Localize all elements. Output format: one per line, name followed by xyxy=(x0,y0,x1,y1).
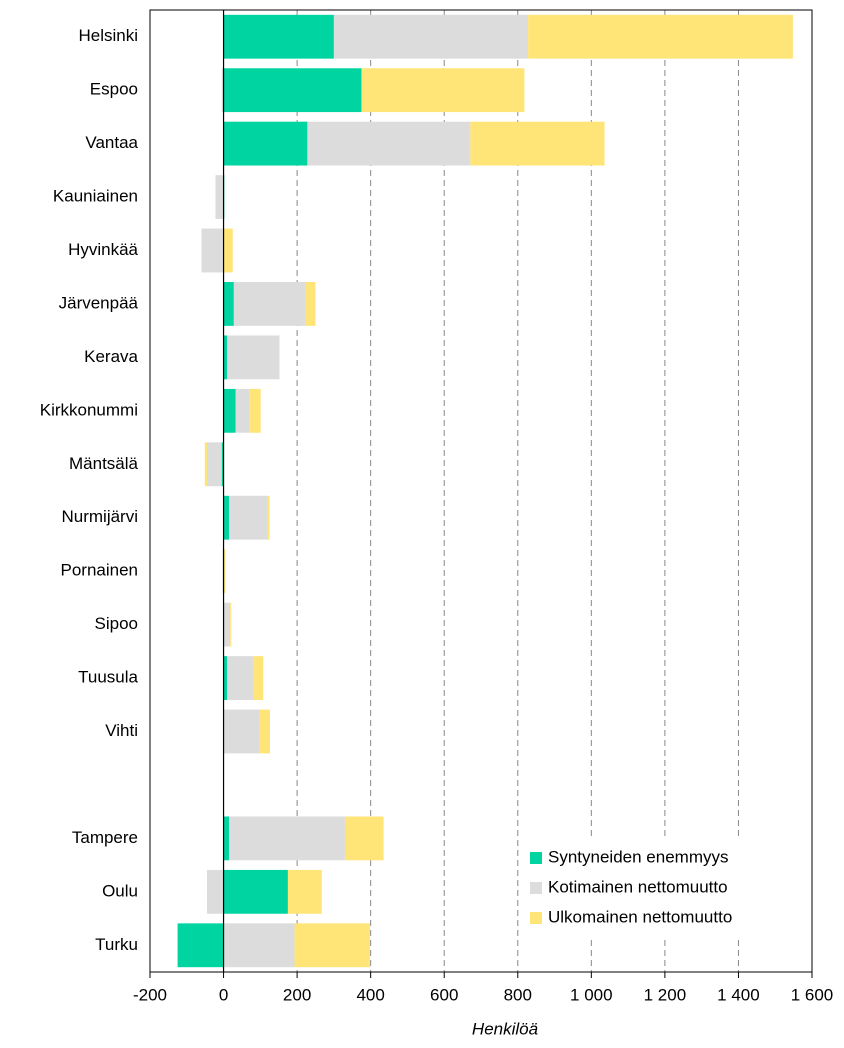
bar xyxy=(361,68,525,113)
bar xyxy=(470,121,605,166)
x-tick-label: 1 200 xyxy=(644,985,687,1004)
bar xyxy=(249,388,261,433)
x-axis-label: Henkilöä xyxy=(472,1019,538,1038)
legend-label: Ulkomainen nettomuutto xyxy=(548,907,732,926)
bar xyxy=(233,282,306,326)
bar xyxy=(235,388,250,433)
bar xyxy=(223,923,295,968)
y-tick-label: Mäntsälä xyxy=(69,454,139,473)
bar xyxy=(223,121,308,166)
bar xyxy=(223,68,362,113)
bar xyxy=(223,656,228,700)
bar xyxy=(204,442,208,487)
bar xyxy=(201,228,224,273)
bar xyxy=(215,175,224,219)
bar xyxy=(223,495,230,540)
bar xyxy=(223,14,334,59)
bar xyxy=(177,923,224,968)
y-tick-label: Vantaa xyxy=(85,133,138,152)
bar xyxy=(223,228,233,273)
y-tick-label: Kerava xyxy=(84,347,138,366)
bar xyxy=(230,602,232,647)
y-tick-label: Hyvinkää xyxy=(68,240,138,259)
y-tick-label: Turku xyxy=(95,935,138,954)
x-tick-label: 1 000 xyxy=(570,985,613,1004)
legend-swatch xyxy=(530,912,542,924)
bar xyxy=(227,335,280,380)
bar xyxy=(294,923,370,968)
x-tick-label: 1 400 xyxy=(717,985,760,1004)
bar xyxy=(227,656,253,700)
y-tick-label: Järvenpää xyxy=(59,293,139,312)
y-tick-label: Pornainen xyxy=(60,561,138,580)
legend-label: Kotimainen nettomuutto xyxy=(548,877,728,896)
bar xyxy=(229,816,345,861)
legend-swatch xyxy=(530,852,542,864)
x-tick-label: 0 xyxy=(219,985,228,1004)
bar xyxy=(307,121,471,166)
x-tick-label: 200 xyxy=(283,985,311,1004)
bar xyxy=(223,709,260,754)
bar xyxy=(223,388,236,433)
y-tick-label: Espoo xyxy=(90,80,138,99)
y-tick-label: Kirkkonummi xyxy=(40,400,138,419)
bar xyxy=(305,282,316,326)
y-tick-label: Kauniainen xyxy=(53,187,138,206)
legend-label: Syntyneiden enemmyys xyxy=(548,847,728,866)
plot-frame xyxy=(149,9,813,973)
bar xyxy=(528,14,793,59)
bar xyxy=(207,442,222,487)
bar xyxy=(223,602,231,647)
bar xyxy=(223,816,230,861)
x-tick-label: 600 xyxy=(430,985,458,1004)
bar xyxy=(259,709,270,754)
legend-box xyxy=(522,840,810,940)
bar xyxy=(252,656,264,700)
y-tick-label: Oulu xyxy=(102,881,138,900)
legend-swatch xyxy=(530,882,542,894)
bar xyxy=(223,549,226,594)
y-tick-label: Tuusula xyxy=(78,668,138,687)
bar xyxy=(221,68,224,113)
bar xyxy=(223,335,228,380)
y-tick-label: Nurmijärvi xyxy=(62,507,139,526)
bar xyxy=(333,14,529,59)
bar xyxy=(223,869,288,914)
bar xyxy=(267,495,270,540)
y-tick-label: Tampere xyxy=(72,828,138,847)
y-tick-label: Helsinki xyxy=(78,26,138,45)
y-tick-label: Sipoo xyxy=(95,614,138,633)
bar xyxy=(229,495,268,540)
bar xyxy=(287,869,322,914)
x-tick-label: 1 600 xyxy=(791,985,834,1004)
x-tick-label: 800 xyxy=(504,985,532,1004)
bar xyxy=(344,816,384,861)
bar xyxy=(207,869,224,914)
x-tick-label: -200 xyxy=(133,985,167,1004)
y-tick-label: Vihti xyxy=(105,721,138,740)
bar xyxy=(223,282,234,326)
bar xyxy=(221,442,224,487)
x-tick-label: 400 xyxy=(356,985,384,1004)
